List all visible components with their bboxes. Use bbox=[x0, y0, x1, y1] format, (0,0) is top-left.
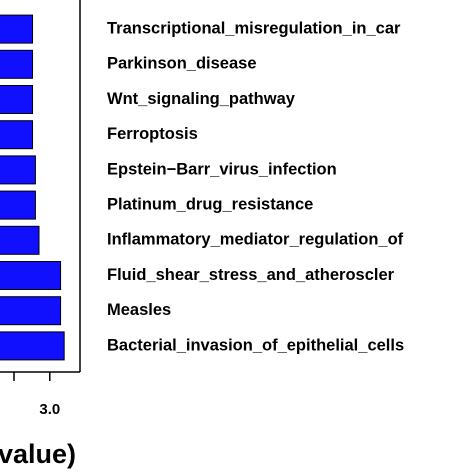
category-label: Measles bbox=[107, 301, 171, 319]
bar bbox=[0, 49, 34, 79]
bar bbox=[0, 155, 36, 185]
category-label: Transcriptional_misregulation_in_car bbox=[107, 19, 401, 37]
x-tick-label: 3.0 bbox=[39, 401, 60, 418]
bar bbox=[0, 296, 62, 326]
x-axis-label: value) bbox=[0, 439, 76, 469]
category-label: Inflammatory_mediator_regulation_of bbox=[107, 231, 404, 249]
bar bbox=[0, 14, 34, 44]
category-label: Epstein−Barr_virus_infection bbox=[107, 160, 337, 178]
category-label: Wnt_signaling_pathway bbox=[107, 90, 296, 108]
bar bbox=[0, 225, 40, 255]
bar bbox=[0, 190, 36, 220]
category-label: Platinum_drug_resistance bbox=[107, 195, 313, 213]
bar bbox=[0, 120, 34, 150]
bar bbox=[0, 261, 62, 290]
category-label: Parkinson_disease bbox=[107, 55, 257, 73]
bar bbox=[0, 331, 65, 361]
category-label: Fluid_shear_stress_and_atheroscler bbox=[107, 266, 395, 284]
category-label: Bacterial_invasion_of_epithelial_cells bbox=[107, 336, 404, 354]
category-label: Ferroptosis bbox=[107, 125, 198, 143]
bar bbox=[0, 85, 34, 114]
